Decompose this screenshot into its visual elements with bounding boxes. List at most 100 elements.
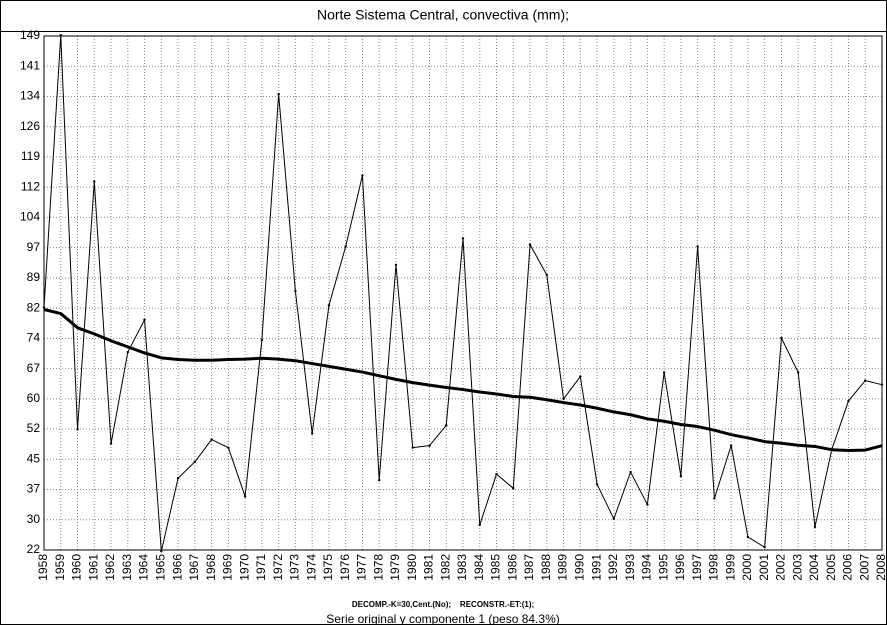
y-tick-label: 37 — [27, 482, 41, 496]
y-tick-label: 22 — [27, 542, 41, 556]
y-tick-label: 104 — [20, 210, 40, 224]
x-tick-label: 1978 — [371, 554, 385, 581]
plot-area — [43, 35, 883, 551]
x-tick-label: 1988 — [539, 554, 553, 581]
point — [109, 442, 113, 445]
x-tick-label: 1961 — [86, 554, 100, 581]
x-tick-label: 1974 — [304, 554, 318, 581]
x-tick-label: 1989 — [556, 554, 570, 581]
x-tick-label: 1983 — [455, 554, 469, 581]
x-tick-label: 1964 — [137, 554, 151, 581]
y-tick-label: 30 — [27, 512, 41, 526]
point — [193, 460, 197, 464]
x-tick-label: 1971 — [254, 554, 268, 581]
x-tick-label: 2005 — [824, 554, 838, 581]
x-tick-label: 1968 — [204, 554, 218, 581]
x-tick-label: 2002 — [774, 554, 788, 581]
x-tick-label: 1997 — [690, 554, 704, 581]
point — [746, 535, 750, 539]
x-tick-label: 1987 — [522, 554, 536, 581]
x-tick-label: 1967 — [187, 554, 201, 581]
point — [579, 375, 582, 378]
x-tick-label: 2001 — [757, 554, 771, 581]
x-tick-label: 1963 — [120, 554, 134, 581]
point — [445, 424, 448, 427]
point — [679, 474, 683, 478]
x-tick-label: 2008 — [874, 554, 887, 581]
x-tick-label: 1992 — [606, 554, 620, 581]
point — [864, 379, 867, 382]
x-tick-label: 1962 — [103, 554, 117, 581]
point — [378, 478, 381, 482]
point — [461, 237, 465, 240]
y-tick-label: 119 — [21, 149, 40, 163]
y-tick-label: 82 — [27, 300, 41, 314]
x-tick-label: 1977 — [355, 554, 369, 581]
x-tick-label: 2003 — [790, 554, 804, 581]
point — [294, 290, 297, 293]
x-tick-label: 1972 — [271, 554, 285, 581]
x-tick-label: 1985 — [489, 554, 503, 581]
point — [696, 245, 699, 248]
x-tick-label: 1965 — [153, 554, 167, 581]
point — [495, 472, 498, 476]
y-tick-label: 97 — [27, 240, 41, 254]
x-tick-label: 1960 — [70, 554, 84, 581]
y-tick-label: 126 — [20, 119, 40, 133]
x-tick-label: 1982 — [438, 554, 452, 581]
point — [478, 523, 481, 527]
x-tick-label: 2004 — [807, 554, 821, 581]
point — [780, 336, 783, 340]
point — [763, 546, 766, 549]
x-tick-label: 1993 — [623, 554, 637, 581]
y-tick-label: 52 — [27, 421, 41, 435]
point — [545, 273, 548, 277]
y-tick-label: 134 — [20, 89, 40, 103]
x-tick-label: 1998 — [707, 554, 721, 581]
point — [160, 550, 163, 553]
y-tick-label: 112 — [21, 179, 40, 193]
point — [210, 438, 213, 441]
y-tick-label: 141 — [20, 58, 40, 72]
point — [847, 399, 850, 403]
x-tick-label: 1973 — [288, 554, 302, 581]
x-tick-label: 1999 — [723, 554, 737, 581]
point — [76, 428, 79, 431]
point — [512, 487, 515, 490]
y-tick-label: 74 — [27, 331, 41, 345]
series-line — [43, 308, 883, 453]
point — [595, 483, 599, 486]
x-tick-label: 1995 — [656, 554, 670, 581]
point — [662, 371, 666, 374]
x-tick-label: 1979 — [388, 554, 402, 581]
point — [629, 470, 632, 474]
y-tick-label: 149 — [20, 28, 40, 42]
x-tick-label: 1976 — [338, 554, 352, 581]
point — [729, 444, 733, 447]
point — [344, 245, 347, 248]
point — [612, 517, 616, 520]
x-tick-label: 1959 — [53, 554, 67, 581]
y-tick-label: 45 — [27, 451, 41, 465]
point — [277, 92, 280, 96]
point — [243, 495, 247, 498]
point — [411, 446, 414, 449]
footnote: DECOMP.-K=30,Cent.(No); RECONSTR.-ET:(1)… — [352, 600, 534, 609]
point — [126, 350, 129, 354]
x-tick-label: 1991 — [589, 554, 603, 581]
point — [880, 383, 884, 386]
x-tick-label: 1966 — [170, 554, 184, 581]
chart-title: Norte Sistema Central, convectiva (mm); — [317, 7, 569, 23]
x-tick-label: 2000 — [740, 554, 754, 581]
point — [42, 306, 46, 309]
point — [361, 174, 364, 177]
y-tick-label: 89 — [27, 270, 41, 284]
title-box — [0, 0, 887, 32]
point — [327, 304, 331, 307]
x-tick-label: 1984 — [472, 554, 486, 581]
x-tick-label: 2006 — [841, 554, 855, 581]
point — [528, 243, 532, 246]
point — [797, 371, 800, 374]
